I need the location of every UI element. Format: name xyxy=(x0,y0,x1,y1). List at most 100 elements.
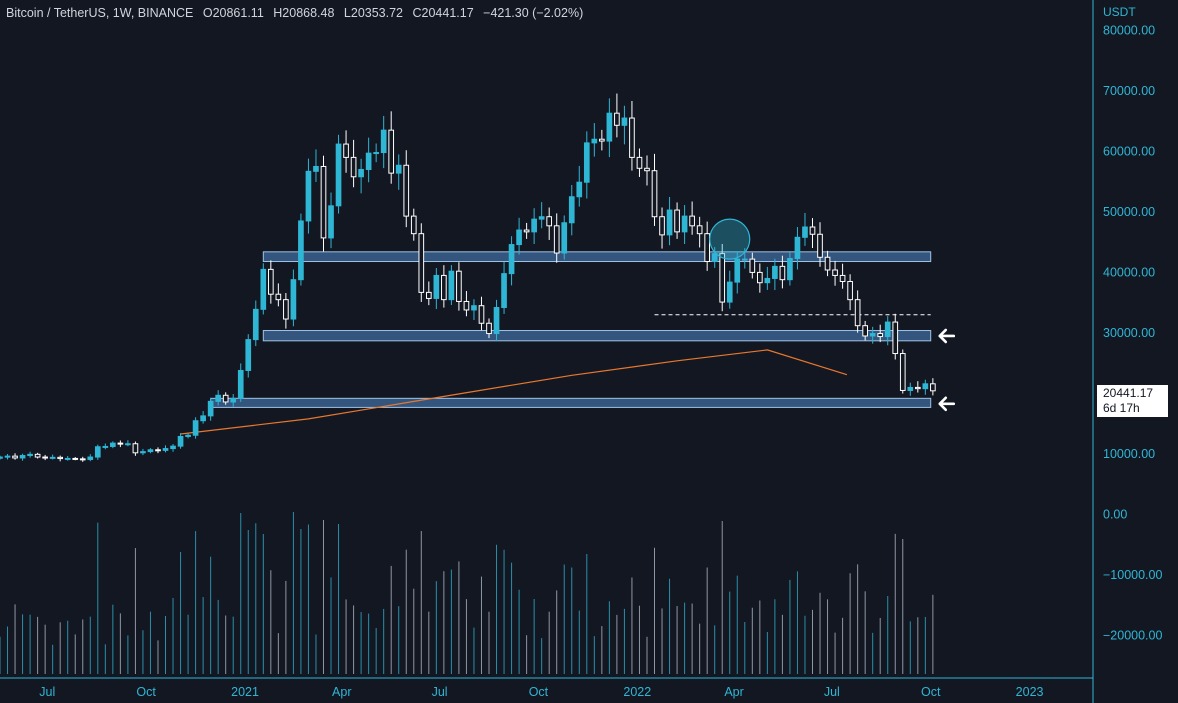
candle xyxy=(335,143,342,207)
candle xyxy=(19,455,26,459)
bar-countdown: 6d 17h xyxy=(1103,401,1140,415)
candle xyxy=(576,181,583,198)
candle xyxy=(772,265,778,279)
candle xyxy=(155,449,161,452)
candle xyxy=(877,333,884,338)
candle xyxy=(486,322,492,335)
candle xyxy=(922,383,929,390)
candle xyxy=(252,308,259,341)
zones-layer xyxy=(210,251,932,408)
candle xyxy=(162,448,169,451)
candle xyxy=(222,394,229,403)
x-tick-label: Oct xyxy=(529,685,549,699)
candle xyxy=(516,229,522,246)
candle xyxy=(117,442,124,445)
candle xyxy=(779,265,786,281)
candle xyxy=(433,274,440,299)
candle xyxy=(583,142,590,183)
candle xyxy=(757,271,763,284)
candle xyxy=(546,216,553,227)
candle xyxy=(696,225,703,235)
low-value: 20353.72 xyxy=(350,6,404,20)
y-tick-label: 80000.00 xyxy=(1103,23,1155,37)
y-tick-label: 50000.00 xyxy=(1103,205,1155,219)
x-tick-label: Jul xyxy=(824,685,840,699)
candle xyxy=(290,279,297,320)
candle xyxy=(320,165,327,239)
x-tick-label: 2023 xyxy=(1016,685,1044,699)
change-value: −421.30 (−2.02%) xyxy=(483,6,584,20)
candle xyxy=(140,451,146,454)
candle xyxy=(869,333,876,337)
candle xyxy=(425,291,432,299)
candle xyxy=(561,222,568,254)
candle xyxy=(388,129,395,174)
y-tick-label: 10000.00 xyxy=(1103,447,1155,461)
y-tick-label: 70000.00 xyxy=(1103,84,1155,98)
candle xyxy=(42,456,48,459)
symbol-legend: Bitcoin / TetherUS, 1W, BINANCE O20861.1… xyxy=(6,6,583,20)
candle xyxy=(794,236,801,259)
candle xyxy=(568,196,575,224)
x-tick-label: Oct xyxy=(921,685,941,699)
candle xyxy=(170,445,176,450)
candle xyxy=(884,321,891,338)
candle xyxy=(380,129,387,154)
symbol-title: Bitcoin / TetherUS, 1W, BINANCE xyxy=(6,6,194,20)
candle xyxy=(305,170,312,222)
x-tick-label: 2022 xyxy=(623,685,651,699)
candle xyxy=(463,300,470,311)
candle xyxy=(358,169,364,178)
low-label: L xyxy=(343,6,351,20)
candle xyxy=(373,152,379,155)
candle xyxy=(64,457,71,460)
candle xyxy=(94,446,101,458)
candle xyxy=(726,281,733,303)
candle xyxy=(591,138,598,144)
candle xyxy=(854,299,861,327)
candle xyxy=(57,456,64,460)
support-resistance-zone xyxy=(262,251,932,263)
candle xyxy=(102,445,109,448)
candle xyxy=(674,209,680,233)
support-resistance-zone xyxy=(210,397,932,408)
candle xyxy=(809,226,816,235)
x-tick-label: Jul xyxy=(39,685,55,699)
candle xyxy=(298,220,304,281)
candle xyxy=(930,383,936,392)
candle xyxy=(689,215,695,227)
candle xyxy=(207,400,214,417)
candle xyxy=(824,256,831,271)
candle xyxy=(395,164,402,174)
candle xyxy=(418,233,425,293)
candle xyxy=(501,273,507,309)
candle xyxy=(410,215,417,235)
candle xyxy=(34,453,41,458)
candle xyxy=(12,455,18,459)
candle xyxy=(350,156,357,178)
candle xyxy=(847,280,853,301)
candle xyxy=(508,244,515,275)
candle xyxy=(749,258,756,273)
candle xyxy=(538,216,545,220)
candle xyxy=(636,156,643,169)
candle xyxy=(245,339,252,371)
candle xyxy=(523,229,530,233)
candle xyxy=(448,270,455,301)
candle xyxy=(0,456,3,459)
candle xyxy=(267,268,274,295)
high-label: H xyxy=(273,6,283,20)
candle xyxy=(719,253,726,303)
candle xyxy=(215,394,222,402)
candle xyxy=(4,455,11,458)
candle xyxy=(132,443,139,454)
open-value: 20861.11 xyxy=(212,6,264,20)
candle xyxy=(862,325,868,337)
moving-average-line xyxy=(180,349,848,435)
candle xyxy=(681,215,688,233)
x-tick-label: Apr xyxy=(332,685,351,699)
candle xyxy=(621,117,628,126)
candle xyxy=(456,270,462,302)
x-tick-label: 2021 xyxy=(231,685,259,699)
